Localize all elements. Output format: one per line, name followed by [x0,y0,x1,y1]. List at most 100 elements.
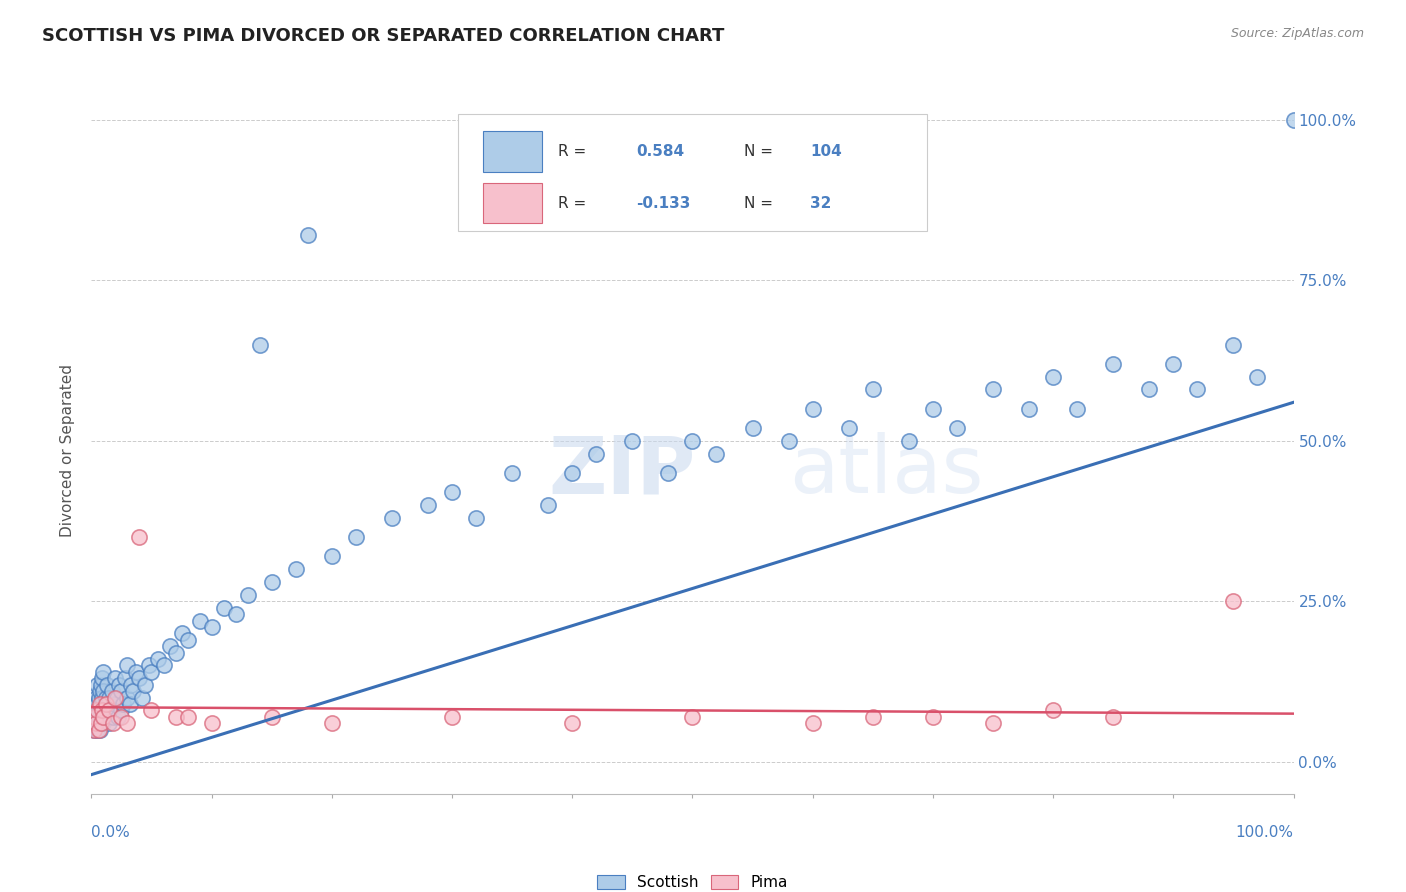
Point [440,485,463,500]
Point [84,710,107,724]
Point [138,658,160,673]
Point [86,703,108,717]
Point [104,697,127,711]
FancyBboxPatch shape [484,183,543,224]
Point [84,703,107,717]
Point [561,716,583,731]
Point [922,401,945,416]
Point [94,697,117,711]
Point [862,383,884,397]
Point [87,716,110,731]
Point [1222,594,1244,608]
Text: Source: ZipAtlas.com: Source: ZipAtlas.com [1230,27,1364,40]
Point [1282,112,1305,127]
Point [84,716,107,731]
Point [118,697,141,711]
Point [131,690,153,705]
Point [260,575,283,590]
Point [98,690,121,705]
Point [104,690,127,705]
Point [159,639,181,653]
Point [465,511,488,525]
Point [681,710,703,724]
Point [117,716,139,731]
Text: -0.133: -0.133 [636,195,690,211]
Point [1222,337,1244,351]
Point [93,684,115,698]
Point [946,421,969,435]
Point [344,530,367,544]
Point [1137,383,1160,397]
Point [96,678,118,692]
Point [83,723,105,737]
Point [98,716,121,731]
Point [87,690,110,705]
Point [90,716,112,731]
Point [90,678,112,692]
Point [188,614,211,628]
Point [114,671,136,685]
Legend: Scottish, Pima: Scottish, Pima [591,869,794,892]
Point [84,697,107,711]
Point [1187,383,1209,397]
Point [89,697,111,711]
Text: 32: 32 [810,195,831,211]
Point [225,607,247,622]
Point [897,434,920,448]
Point [91,710,114,724]
Point [1042,703,1064,717]
Point [84,690,107,705]
Point [94,710,117,724]
Point [152,658,174,673]
Point [1018,401,1040,416]
Point [176,710,198,724]
Point [101,710,124,724]
Point [89,723,111,737]
Point [165,710,187,724]
Point [561,466,583,480]
Text: ZIP: ZIP [548,432,696,510]
Text: R =: R = [558,195,591,211]
Point [838,421,860,435]
Point [1042,369,1064,384]
Text: R =: R = [558,145,591,159]
Point [201,620,224,634]
Point [86,678,108,692]
Point [86,723,108,737]
Point [141,703,163,717]
Point [117,658,139,673]
Point [621,434,644,448]
Point [97,697,120,711]
Point [1102,357,1125,371]
Point [128,530,150,544]
Point [84,716,107,731]
Point [165,646,187,660]
Point [212,600,235,615]
Point [260,710,283,724]
Point [249,337,271,351]
Point [236,588,259,602]
Point [93,703,115,717]
Point [537,498,560,512]
Point [96,703,118,717]
Point [134,678,156,692]
Point [176,632,198,647]
Point [86,697,108,711]
Point [141,665,163,679]
FancyBboxPatch shape [484,131,543,172]
Point [91,671,114,685]
Point [741,421,763,435]
Point [91,703,114,717]
Point [93,710,115,724]
Point [981,716,1004,731]
Point [83,723,105,737]
Text: atlas: atlas [789,432,983,510]
Point [284,562,307,576]
Point [1161,357,1184,371]
Text: SCOTTISH VS PIMA DIVORCED OR SEPARATED CORRELATION CHART: SCOTTISH VS PIMA DIVORCED OR SEPARATED C… [42,27,724,45]
Point [1102,710,1125,724]
Point [91,690,114,705]
Text: N =: N = [744,195,778,211]
Point [89,684,111,698]
Point [122,684,145,698]
